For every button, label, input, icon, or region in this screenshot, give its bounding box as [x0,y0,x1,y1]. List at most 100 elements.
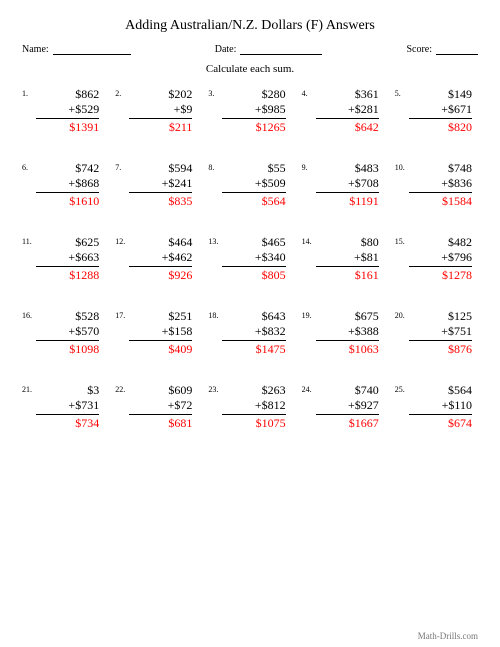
problem: 14.$80+ $81$161 [302,235,385,283]
addend-b: + $81 [316,250,379,265]
problem: 15.$482+ $796$1278 [395,235,478,283]
problem-number: 21. [22,383,36,431]
name-field: Name: [22,44,131,55]
problem: 20.$125+ $751$876 [395,309,478,357]
addend-b: + $708 [316,176,379,191]
addend-b: + $796 [409,250,472,265]
addend-b: + $241 [129,176,192,191]
problem-number: 19. [302,309,316,357]
answer: $681 [129,414,192,431]
problem-number: 12. [115,235,129,283]
problem: 22.$609+ $72$681 [115,383,198,431]
score-label: Score: [406,44,432,55]
addend-a: $361 [316,87,379,102]
score-line [436,45,478,55]
problem: 24.$740+ $927$1667 [302,383,385,431]
problem-number: 15. [395,235,409,283]
addend-a: $80 [316,235,379,250]
addend-b: + $927 [316,398,379,413]
name-label: Name: [22,44,49,55]
addend-a: $465 [222,235,285,250]
answer: $1610 [36,192,99,209]
addend-a: $740 [316,383,379,398]
addend-a: $464 [129,235,192,250]
problem-number: 24. [302,383,316,431]
answer: $1475 [222,340,285,357]
problem-number: 20. [395,309,409,357]
date-line [240,45,322,55]
addend-b: + $663 [36,250,99,265]
name-line [53,45,131,55]
addend-a: $125 [409,309,472,324]
footer: Math-Drills.com [418,631,478,641]
answer: $161 [316,266,379,283]
problem-number: 10. [395,161,409,209]
problem-number: 18. [208,309,222,357]
header-row: Name: Date: Score: [22,44,478,55]
problem: 6.$742+ $868$1610 [22,161,105,209]
addend-a: $609 [129,383,192,398]
addend-a: $482 [409,235,472,250]
problem: 17.$251+ $158$409 [115,309,198,357]
addend-a: $149 [409,87,472,102]
problem-number: 16. [22,309,36,357]
problem: 21.$3+ $731$734 [22,383,105,431]
problem: 5.$149+ $671$820 [395,87,478,135]
problem: 1.$862+ $529$1391 [22,87,105,135]
answer: $1063 [316,340,379,357]
addend-a: $748 [409,161,472,176]
problem-number: 6. [22,161,36,209]
problem-number: 23. [208,383,222,431]
addend-b: + $671 [409,102,472,117]
answer: $1584 [409,192,472,209]
problem-number: 9. [302,161,316,209]
problem: 10.$748+ $836$1584 [395,161,478,209]
addend-b: + $836 [409,176,472,191]
addend-b: + $388 [316,324,379,339]
addend-a: $251 [129,309,192,324]
addend-a: $55 [222,161,285,176]
answer: $1391 [36,118,99,135]
answer: $1098 [36,340,99,357]
problem-number: 22. [115,383,129,431]
answer: $642 [316,118,379,135]
problem-number: 11. [22,235,36,283]
addend-a: $280 [222,87,285,102]
problem: 13.$465+ $340$805 [208,235,291,283]
problem-grid: 1.$862+ $529$13912.$202+ $9$2113.$280+ $… [22,87,478,431]
problem: 19.$675+ $388$1063 [302,309,385,357]
addend-a: $742 [36,161,99,176]
date-field: Date: [215,44,323,55]
problem-number: 14. [302,235,316,283]
addend-a: $643 [222,309,285,324]
addend-b: + $340 [222,250,285,265]
problem-number: 3. [208,87,222,135]
answer: $1667 [316,414,379,431]
problem: 12.$464+ $462$926 [115,235,198,283]
problem: 23.$263+ $812$1075 [208,383,291,431]
addend-b: + $281 [316,102,379,117]
problem-number: 1. [22,87,36,135]
answer: $674 [409,414,472,431]
problem-number: 17. [115,309,129,357]
problem: 3.$280+ $985$1265 [208,87,291,135]
addend-b: + $509 [222,176,285,191]
addend-b: + $110 [409,398,472,413]
problem-number: 2. [115,87,129,135]
problem-number: 7. [115,161,129,209]
answer: $876 [409,340,472,357]
addend-a: $528 [36,309,99,324]
problem-number: 8. [208,161,222,209]
addend-b: + $570 [36,324,99,339]
addend-b: + $72 [129,398,192,413]
answer: $926 [129,266,192,283]
problem: 4.$361+ $281$642 [302,87,385,135]
page-title: Adding Australian/N.Z. Dollars (F) Answe… [22,18,478,34]
problem: 2.$202+ $9$211 [115,87,198,135]
answer: $409 [129,340,192,357]
date-label: Date: [215,44,237,55]
addend-b: + $751 [409,324,472,339]
addend-a: $862 [36,87,99,102]
score-field: Score: [406,44,478,55]
problem: 8.$55+ $509$564 [208,161,291,209]
